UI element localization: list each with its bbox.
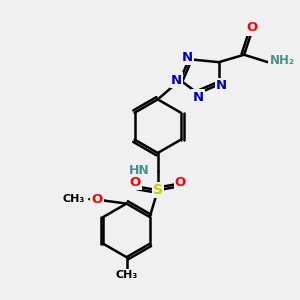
Text: O: O bbox=[92, 193, 103, 206]
Text: S: S bbox=[153, 183, 163, 197]
Text: O: O bbox=[175, 176, 186, 189]
Text: N: N bbox=[192, 91, 203, 103]
Text: NH₂: NH₂ bbox=[269, 54, 294, 67]
Text: O: O bbox=[130, 176, 141, 189]
Text: O: O bbox=[246, 21, 257, 34]
Text: HN: HN bbox=[129, 164, 149, 177]
Text: CH₃: CH₃ bbox=[116, 270, 138, 280]
Text: N: N bbox=[171, 74, 182, 86]
Text: N: N bbox=[216, 80, 227, 92]
Text: CH₃: CH₃ bbox=[63, 194, 85, 204]
Text: N: N bbox=[182, 51, 193, 64]
